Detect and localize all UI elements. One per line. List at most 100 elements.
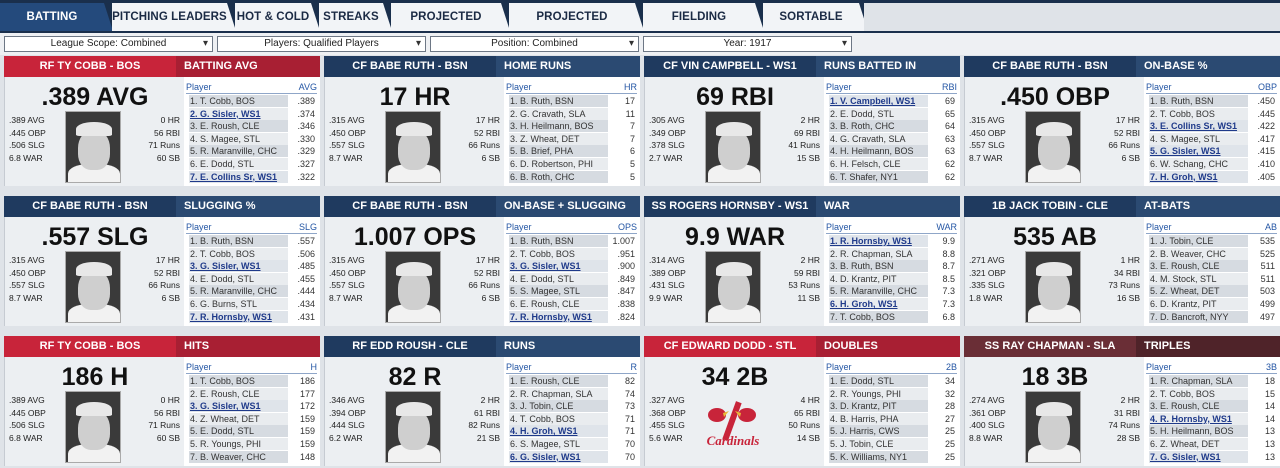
list-item[interactable]: 7. B. Weaver, CHC 148 — [186, 450, 317, 464]
list-item[interactable]: 1. B. Ruth, BSN 17 — [506, 95, 637, 108]
list-item[interactable]: 5. K. Williams, NY1 25 — [826, 450, 957, 464]
player-header[interactable]: RF TY COBB - BOS — [4, 336, 184, 357]
stat-column-header[interactable]: OPS — [617, 222, 637, 232]
leader-name[interactable]: 6. G. Sisler, WS1 — [509, 450, 608, 463]
list-item[interactable]: 7. D. Bancroft, NYY 497 — [1146, 310, 1277, 324]
stat-column-header[interactable]: AB — [1264, 222, 1277, 232]
list-item[interactable]: 2. R. Chapman, SLA 74 — [506, 387, 637, 401]
tab-projected-batting[interactable]: PROJECTED BATTING — [391, 3, 510, 51]
leader-name[interactable]: 1. R. Hornsby, WS1 — [829, 235, 928, 247]
tab-fielding-leaders[interactable]: FIELDING LEADERS — [643, 3, 764, 51]
list-item[interactable]: 6. E. Dodd, STL .327 — [186, 158, 317, 171]
player-header[interactable]: SS ROGERS HORNSBY - WS1 — [644, 196, 824, 217]
list-item[interactable]: 2. G. Cravath, SLA 11 — [506, 107, 637, 121]
league-scope-select[interactable]: League Scope: Combined ▾ — [4, 36, 213, 52]
list-item[interactable]: 7. T. Cobb, BOS 6.8 — [826, 310, 957, 324]
list-item[interactable]: 6. S. Magee, STL 70 — [506, 438, 637, 451]
list-item[interactable]: 5. E. Dodd, STL 159 — [186, 425, 317, 438]
leader-name[interactable]: 7. G. Sisler, WS1 — [1149, 450, 1248, 463]
list-item[interactable]: 6. W. Schang, CHC .410 — [1146, 158, 1277, 171]
leader-name[interactable]: 7. R. Hornsby, WS1 — [189, 310, 288, 323]
tab-sortable-stats[interactable]: SORTABLE STATS — [763, 3, 868, 51]
list-item[interactable]: 4. S. Magee, STL .330 — [186, 132, 317, 146]
list-item[interactable]: 5. R. Youngs, PHI 159 — [186, 438, 317, 451]
list-item[interactable]: 5. J. Tobin, CLE 25 — [826, 438, 957, 451]
list-item[interactable]: 5. R. Maranville, CHC .444 — [186, 285, 317, 298]
stat-column-header[interactable]: WAR — [936, 222, 957, 232]
list-item[interactable]: 4. S. Magee, STL .417 — [1146, 132, 1277, 146]
list-item[interactable]: 3. G. Sisler, WS1 .900 — [506, 260, 637, 273]
list-item[interactable]: 1. R. Chapman, SLA 18 — [1146, 375, 1277, 388]
list-item[interactable]: 5. G. Sisler, WS1 .415 — [1146, 145, 1277, 158]
list-item[interactable]: 2. B. Weaver, CHC 525 — [1146, 247, 1277, 261]
list-item[interactable]: 3. G. Sisler, WS1 .485 — [186, 260, 317, 273]
players-select[interactable]: Players: Qualified Players ▾ — [217, 36, 426, 52]
list-item[interactable]: 2. E. Roush, CLE 177 — [186, 387, 317, 401]
list-item[interactable]: 2. R. Chapman, SLA 8.8 — [826, 247, 957, 261]
list-item[interactable]: 3. J. Tobin, CLE 73 — [506, 400, 637, 413]
list-item[interactable]: 4. G. Cravath, SLA 63 — [826, 132, 957, 146]
list-item[interactable]: 4. M. Stock, STL 511 — [1146, 272, 1277, 286]
list-item[interactable]: 4. T. Cobb, BOS 71 — [506, 412, 637, 426]
list-item[interactable]: 4. H. Groh, WS1 71 — [506, 425, 637, 438]
list-item[interactable]: 1. J. Tobin, CLE 535 — [1146, 235, 1277, 248]
list-item[interactable]: 7. R. Hornsby, WS1 .431 — [186, 310, 317, 324]
list-item[interactable]: 7. H. Groh, WS1 .405 — [1146, 170, 1277, 184]
leader-name[interactable]: 5. G. Sisler, WS1 — [1149, 145, 1248, 158]
list-item[interactable]: 7. E. Collins Sr, WS1 .322 — [186, 170, 317, 184]
list-item[interactable]: 1. R. Hornsby, WS1 9.9 — [826, 235, 957, 248]
list-item[interactable]: 1. E. Dodd, STL 34 — [826, 375, 957, 388]
list-item[interactable]: 2. T. Cobb, BOS .506 — [186, 247, 317, 261]
stat-column-header[interactable]: H — [310, 362, 318, 372]
player-header[interactable]: RF EDD ROUSH - CLE — [324, 336, 504, 357]
list-item[interactable]: 6. Z. Wheat, DET 13 — [1146, 438, 1277, 451]
list-item[interactable]: 6. G. Sisler, WS1 70 — [506, 450, 637, 464]
leader-name[interactable]: 2. G. Sisler, WS1 — [189, 107, 288, 120]
player-header[interactable]: CF BABE RUTH - BSN — [324, 196, 504, 217]
list-item[interactable]: 3. E. Collins Sr, WS1 .422 — [1146, 120, 1277, 133]
list-item[interactable]: 2. T. Cobb, BOS .951 — [506, 247, 637, 261]
tab-pitching-leaders[interactable]: PITCHING LEADERS — [112, 3, 236, 31]
list-item[interactable]: 4. B. Harris, PHA 27 — [826, 412, 957, 426]
player-header[interactable]: CF BABE RUTH - BSN — [324, 56, 504, 77]
player-header[interactable]: RF TY COBB - BOS — [4, 56, 184, 77]
leader-name[interactable]: 4. R. Hornsby, WS1 — [1149, 412, 1248, 425]
list-item[interactable]: 3. B. Roth, CHC 64 — [826, 120, 957, 133]
list-item[interactable]: 1. B. Ruth, BSN .557 — [186, 235, 317, 248]
leader-name[interactable]: 3. G. Sisler, WS1 — [189, 400, 288, 413]
player-header[interactable]: CF VIN CAMPBELL - WS1 — [644, 56, 824, 77]
list-item[interactable]: 3. G. Sisler, WS1 172 — [186, 400, 317, 413]
list-item[interactable]: 1. B. Ruth, BSN 1.007 — [506, 235, 637, 248]
list-item[interactable]: 3. E. Roush, CLE .346 — [186, 120, 317, 133]
year-select[interactable]: Year: 1917 ▾ — [643, 36, 852, 52]
stat-column-header[interactable]: R — [630, 362, 638, 372]
player-header[interactable]: SS RAY CHAPMAN - SLA — [964, 336, 1144, 357]
leader-name[interactable]: 1. V. Campbell, WS1 — [829, 95, 928, 107]
player-header[interactable]: 1B JACK TOBIN - CLE — [964, 196, 1144, 217]
list-item[interactable]: 2. G. Sisler, WS1 .374 — [186, 107, 317, 121]
position-select[interactable]: Position: Combined ▾ — [430, 36, 639, 52]
list-item[interactable]: 6. B. Roth, CHC 5 — [506, 170, 637, 184]
list-item[interactable]: 6. E. Roush, CLE .838 — [506, 298, 637, 311]
list-item[interactable]: 4. E. Dodd, STL .849 — [506, 272, 637, 286]
stat-column-header[interactable]: SLG — [298, 222, 317, 232]
tab-projected-pitching[interactable]: PROJECTED PITCHING — [509, 3, 644, 51]
list-item[interactable]: 7. G. Sisler, WS1 13 — [1146, 450, 1277, 464]
list-item[interactable]: 5. Z. Wheat, DET 503 — [1146, 285, 1277, 298]
leader-name[interactable]: 7. R. Hornsby, WS1 — [509, 310, 608, 323]
list-item[interactable]: 4. Z. Wheat, DET 159 — [186, 412, 317, 426]
list-item[interactable]: 2. T. Cobb, BOS 15 — [1146, 387, 1277, 401]
stat-column-header[interactable]: OBP — [1257, 82, 1277, 92]
player-header[interactable]: CF BABE RUTH - BSN — [964, 56, 1144, 77]
leader-name[interactable]: 3. E. Collins Sr, WS1 — [1149, 120, 1248, 133]
list-item[interactable]: 3. E. Roush, CLE 511 — [1146, 260, 1277, 273]
list-item[interactable]: 6. H. Groh, WS1 7.3 — [826, 298, 957, 311]
list-item[interactable]: 5. R. Maranville, CHC .329 — [186, 145, 317, 158]
tab-hot-cold[interactable]: HOT & COLD — [235, 3, 320, 31]
list-item[interactable]: 6. D. Krantz, PIT 499 — [1146, 298, 1277, 311]
tab-streaks[interactable]: STREAKS — [319, 3, 392, 31]
list-item[interactable]: 1. V. Campbell, WS1 69 — [826, 95, 957, 108]
stat-column-header[interactable]: 2B — [945, 362, 957, 372]
list-item[interactable]: 1. B. Ruth, BSN .450 — [1146, 95, 1277, 108]
list-item[interactable]: 5. B. Brief, PHA 6 — [506, 145, 637, 158]
